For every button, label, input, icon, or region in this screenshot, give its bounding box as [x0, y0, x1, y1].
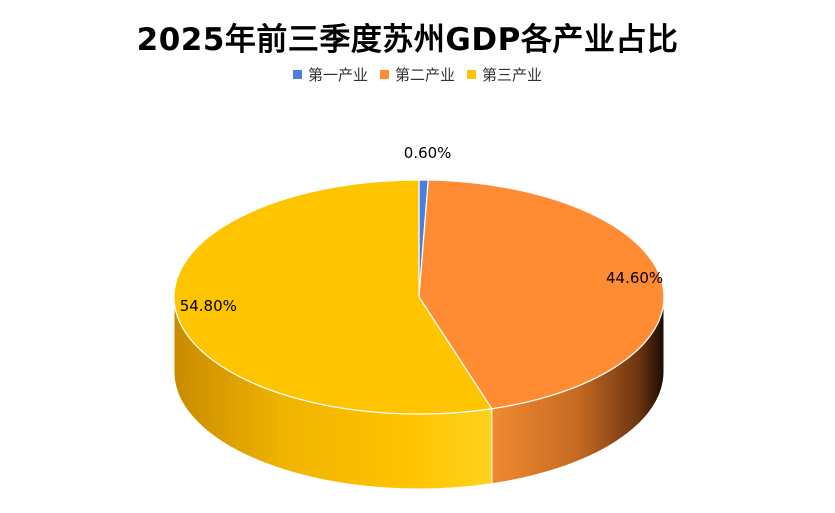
legend-swatch-secondary [379, 70, 389, 79]
data-label-primary: 0.60% [404, 144, 452, 162]
chart-title: 2025年前三季度苏州GDP各产业占比 [136, 22, 679, 58]
pie-slices [173, 179, 665, 415]
legend-label-primary: 第一产业 [307, 66, 368, 84]
legend-item-tertiary: 第三产业 [467, 64, 542, 85]
legend-label-tertiary: 第三产业 [482, 66, 543, 84]
data-label-tertiary: 54.80% [180, 297, 237, 315]
legend-item-primary: 第一产业 [292, 64, 368, 85]
legend-item-secondary: 第二产业 [379, 64, 455, 85]
pie-data-labels: 0.60% 44.60% 54.80% [180, 144, 664, 315]
pie-slice-secondary [418, 179, 665, 410]
legend-swatch-tertiary [467, 70, 476, 79]
data-label-secondary: 44.60% [606, 269, 663, 287]
legend: 第一产业 第二产业 第三产业 [0, 64, 835, 85]
pie-slice-tertiary [173, 179, 493, 415]
legend-label-secondary: 第二产业 [394, 66, 455, 84]
legend-swatch-primary [292, 70, 302, 79]
